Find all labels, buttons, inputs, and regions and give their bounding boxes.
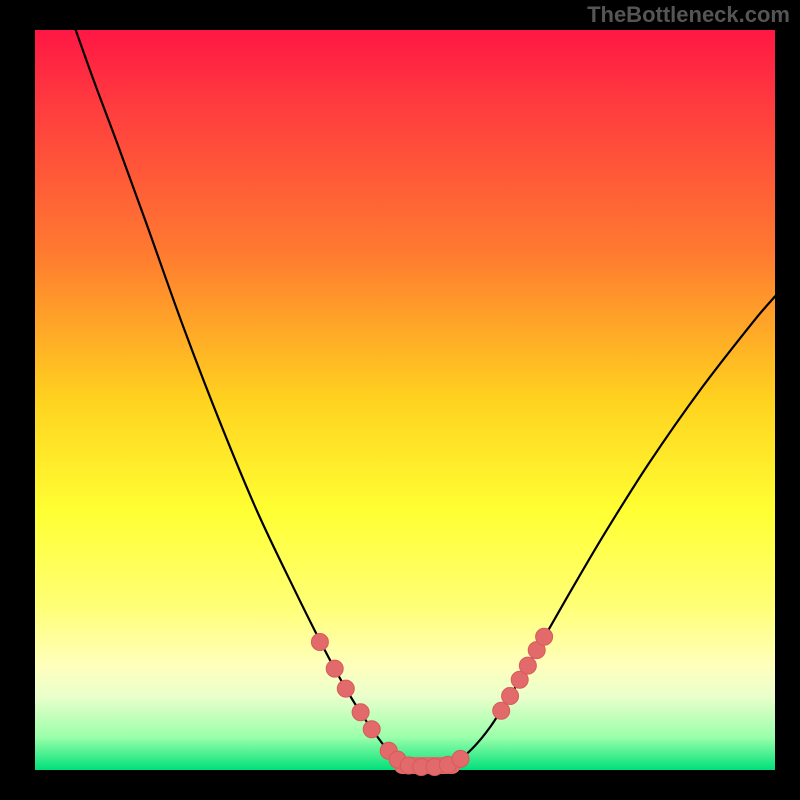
data-marker xyxy=(452,750,469,767)
data-marker xyxy=(493,702,510,719)
data-marker xyxy=(326,660,343,677)
data-marker xyxy=(536,628,553,645)
data-marker xyxy=(519,657,536,674)
data-marker xyxy=(352,704,369,721)
data-marker xyxy=(337,680,354,697)
watermark-text: TheBottleneck.com xyxy=(587,2,790,28)
data-marker xyxy=(502,688,519,705)
data-marker xyxy=(363,721,380,738)
data-marker xyxy=(311,633,328,650)
bottom-highlight-band xyxy=(35,607,775,770)
bottleneck-chart xyxy=(0,0,800,800)
